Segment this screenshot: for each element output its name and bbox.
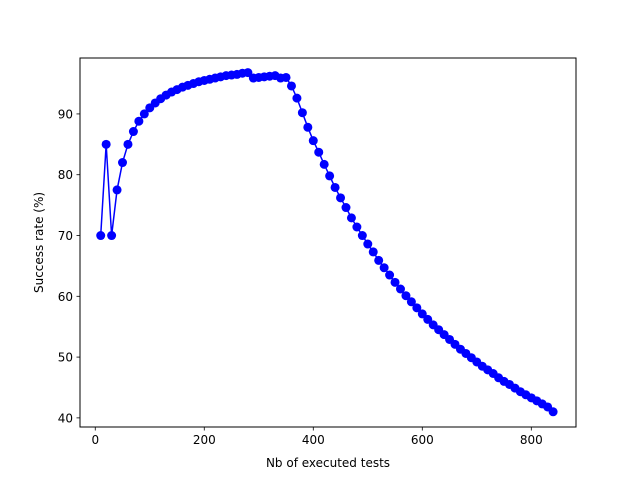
data-point bbox=[118, 158, 128, 168]
data-point bbox=[390, 277, 400, 287]
data-point bbox=[134, 116, 144, 126]
x-tick-label: 400 bbox=[302, 433, 325, 447]
data-point bbox=[297, 108, 307, 118]
data-point bbox=[286, 81, 296, 91]
data-point bbox=[330, 182, 340, 192]
data-point bbox=[139, 109, 149, 119]
data-point bbox=[357, 231, 367, 241]
data-point bbox=[368, 247, 378, 257]
data-point bbox=[346, 213, 356, 223]
data-point bbox=[336, 193, 346, 203]
data-point bbox=[395, 284, 405, 294]
data-point bbox=[303, 122, 313, 132]
plot-frame bbox=[79, 57, 577, 428]
data-point bbox=[379, 263, 389, 273]
data-point bbox=[243, 68, 253, 78]
data-point bbox=[96, 231, 106, 241]
data-point bbox=[123, 139, 133, 149]
data-point bbox=[308, 136, 318, 146]
axis-layer: 0 200 400 600 800 40 50 60 70 80 90 bbox=[58, 107, 543, 447]
data-point bbox=[423, 314, 433, 324]
y-tick-label: 80 bbox=[58, 168, 73, 182]
y-tick-label: 70 bbox=[58, 229, 73, 243]
data-point bbox=[352, 222, 362, 232]
data-point bbox=[412, 303, 422, 313]
data-point bbox=[385, 270, 395, 280]
data-point bbox=[314, 147, 324, 157]
data-point bbox=[406, 297, 416, 307]
y-tick-label: 90 bbox=[58, 107, 73, 121]
data-point bbox=[128, 127, 138, 137]
data-point bbox=[341, 203, 351, 213]
data-point bbox=[101, 139, 111, 149]
data-point bbox=[325, 171, 335, 181]
data-point bbox=[292, 93, 302, 103]
data-point bbox=[319, 159, 329, 169]
y-tick-label: 60 bbox=[58, 290, 73, 304]
y-axis-label: Success rate (%) bbox=[32, 192, 46, 293]
data-point bbox=[374, 255, 384, 265]
data-point bbox=[363, 239, 373, 249]
x-tick-label: 600 bbox=[411, 433, 434, 447]
y-tick-label: 50 bbox=[58, 351, 73, 365]
x-axis-label: Nb of executed tests bbox=[266, 456, 390, 470]
data-point bbox=[281, 72, 291, 82]
data-point bbox=[417, 309, 427, 319]
data-point bbox=[401, 291, 411, 301]
x-tick-label: 800 bbox=[520, 433, 543, 447]
y-tick-label: 40 bbox=[58, 411, 73, 425]
plot-layer bbox=[96, 68, 558, 417]
x-tick-label: 0 bbox=[91, 433, 99, 447]
data-point bbox=[112, 185, 122, 195]
data-point bbox=[548, 407, 558, 417]
data-point bbox=[107, 231, 117, 241]
x-tick-label: 200 bbox=[193, 433, 216, 447]
